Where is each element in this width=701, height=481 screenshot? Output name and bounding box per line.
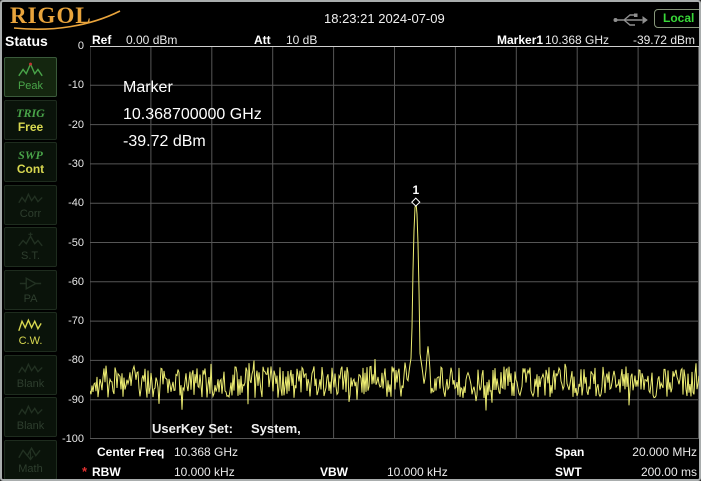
y-tick-label: -100 — [61, 433, 84, 445]
sidebar-item-swp: SWP Cont — [4, 142, 57, 182]
st-label: S.T. — [21, 250, 40, 262]
blank-waveform-icon — [17, 360, 44, 377]
status-sidebar: Peak TRIG Free SWP Cont Corr S.T. PA C.W. Blank Bl… — [4, 57, 57, 479]
footer-row-1: Center Freq 10.368 GHz Span 20.000 MHz — [2, 442, 699, 462]
marker-diamond-icon — [411, 197, 421, 207]
vbw-value: 10.000 kHz — [387, 465, 448, 479]
y-tick-label: -80 — [68, 354, 84, 367]
marker1-amplitude: -39.72 dBm — [632, 33, 695, 47]
swp-abbrev: SWP — [18, 148, 43, 162]
sidebar-item-trig: TRIG Free — [4, 99, 57, 140]
att-label: Att — [254, 33, 271, 47]
userkey-label: UserKey Set: — [152, 421, 233, 436]
swt-value: 200.00 ms — [640, 465, 697, 479]
sidebar-item-peak: Peak — [4, 57, 57, 97]
rbw-label: RBW — [92, 465, 121, 479]
sidebar-item-math: Math — [4, 439, 57, 479]
preamp-icon — [17, 275, 44, 292]
span-label: Span — [555, 445, 585, 459]
rigol-logo: RIGOL — [10, 3, 92, 28]
status-title: Status — [5, 33, 48, 49]
sidebar-item-corr: Corr — [4, 184, 57, 225]
y-tick-label: 0 — [77, 40, 84, 52]
marker-info-frequency: 10.368700000 GHz — [123, 106, 262, 123]
y-tick-label: -50 — [68, 236, 84, 249]
rbw-coupled-asterisk: * — [82, 464, 88, 479]
clock: 18:23:21 2024-07-09 — [324, 11, 445, 26]
spectrum-trace — [90, 202, 699, 411]
y-tick-label: -10 — [68, 79, 84, 92]
sidebar-item-st: S.T. — [4, 227, 57, 267]
blank1-label: Blank — [16, 377, 45, 390]
marker-info-title: Marker — [123, 79, 173, 96]
cw-waveform-icon — [17, 317, 44, 334]
pa-label: PA — [23, 292, 38, 305]
marker-number-label: 1 — [412, 183, 419, 197]
peak-waveform-icon — [17, 62, 44, 79]
marker1-label: Marker1 — [497, 33, 544, 47]
vbw-label: VBW — [320, 465, 348, 479]
marker1-freq: 10.368 GHz — [545, 33, 610, 47]
usb-icon — [613, 13, 648, 26]
corr-label: Corr — [19, 207, 42, 220]
marker-info-amplitude: -39.72 dBm — [123, 133, 206, 150]
logo-swoosh — [13, 10, 121, 30]
trig-label: Free — [17, 119, 44, 134]
spectrum-chart: 1 — [90, 46, 699, 439]
cw-label: C.W. — [18, 335, 43, 347]
y-tick-label: -20 — [68, 118, 84, 131]
userkey-value: System, — [250, 421, 301, 436]
rbw-value: 10.000 kHz — [174, 465, 235, 479]
y-tick-label: -40 — [68, 197, 84, 210]
center-freq-value: 10.368 GHz — [174, 445, 239, 459]
att-value: 10 dB — [286, 33, 318, 47]
ref-value: 0.00 dBm — [126, 33, 178, 47]
sidebar-item-blank2: Blank — [4, 397, 57, 437]
userkey-message: UserKey Set: System, — [152, 421, 301, 436]
local-button[interactable]: Local — [654, 9, 699, 28]
sidebar-item-cw: C.W. — [4, 312, 57, 352]
y-tick-label: -90 — [68, 393, 84, 406]
footer-row-2: * RBW 10.000 kHz VBW 10.000 kHz SWT 200.… — [2, 462, 699, 479]
center-freq-label: Center Freq — [97, 445, 165, 459]
math-label: Math — [18, 462, 43, 475]
span-value: 20.000 MHz — [632, 445, 697, 459]
y-tick-label: -30 — [68, 157, 84, 170]
y-axis-labels: 0 -10 -20 -30 -40 -50 -60 -70 -80 -90 -100 — [40, 39, 86, 445]
y-tick-label: -60 — [68, 275, 84, 288]
sweep-time-icon — [17, 232, 44, 249]
swp-label: Cont — [16, 162, 45, 176]
blank2-label: Blank — [16, 420, 45, 432]
blank-waveform-icon — [17, 402, 44, 419]
math-waveform-icon — [17, 445, 44, 462]
sidebar-item-pa: PA — [4, 269, 57, 310]
y-tick-label: -70 — [68, 315, 84, 328]
trig-abbrev: TRIG — [16, 105, 45, 120]
swt-label: SWT — [555, 465, 582, 479]
marker-info-block: Marker 10.368700000 GHz -39.72 dBm — [123, 74, 262, 155]
sidebar-item-blank1: Blank — [4, 354, 57, 395]
peak-label: Peak — [17, 80, 44, 92]
ref-label: Ref — [92, 33, 112, 47]
corr-waveform-icon — [17, 190, 44, 207]
